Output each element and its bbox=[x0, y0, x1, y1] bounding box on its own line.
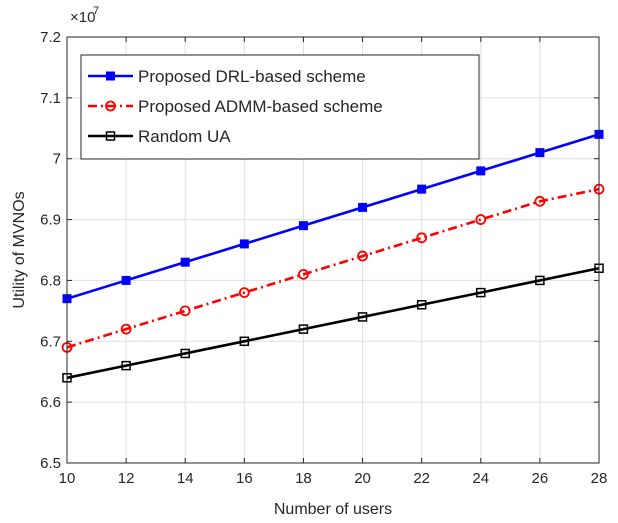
x-tick-label: 18 bbox=[295, 470, 312, 487]
y-tick-label: 6.6 bbox=[40, 394, 61, 411]
y-tick-label: 7.1 bbox=[40, 90, 61, 107]
x-tick-label: 12 bbox=[118, 470, 135, 487]
y-tick-label: 7 bbox=[53, 151, 61, 168]
x-tick-label: 28 bbox=[591, 470, 608, 487]
x-axis-label: Number of users bbox=[274, 501, 392, 518]
data-point bbox=[476, 166, 486, 176]
data-point bbox=[238, 287, 250, 299]
legend-label: Proposed ADMM-based scheme bbox=[138, 97, 383, 116]
legend-items: Proposed DRL-based scheme Proposed ADMM-b… bbox=[88, 67, 383, 146]
series-line bbox=[66, 133, 600, 300]
series-line bbox=[66, 266, 600, 380]
x-tick-label: 14 bbox=[177, 470, 194, 487]
legend-item-3: Random UA bbox=[88, 127, 231, 146]
x-tick-label: 20 bbox=[354, 470, 371, 487]
x-tick-label: 16 bbox=[236, 470, 253, 487]
data-point bbox=[239, 239, 249, 249]
y-multiplier-base: ×10 bbox=[70, 9, 95, 26]
y-tick-label: 6.8 bbox=[40, 272, 61, 289]
legend: Proposed DRL-based scheme Proposed ADMM-b… bbox=[80, 54, 480, 160]
y-multiplier-exponent: 7 bbox=[93, 5, 99, 17]
legend-item-2: Proposed ADMM-based scheme bbox=[88, 97, 383, 116]
x-tick-label: 24 bbox=[472, 470, 489, 487]
x-tick-label: 10 bbox=[59, 470, 76, 487]
data-point bbox=[298, 221, 308, 231]
axes-box bbox=[66, 36, 600, 464]
data-point bbox=[535, 275, 545, 286]
series-3 bbox=[62, 263, 604, 383]
legend-item-1: Proposed DRL-based scheme bbox=[88, 67, 366, 86]
series-layer bbox=[61, 129, 605, 383]
legend-marker bbox=[106, 71, 115, 81]
y-tick-label: 6.5 bbox=[40, 455, 61, 472]
data-point bbox=[179, 305, 191, 317]
legend-label: Random UA bbox=[138, 127, 231, 146]
data-point bbox=[535, 148, 545, 158]
series-line bbox=[66, 187, 600, 349]
y-tick-label: 7.2 bbox=[40, 29, 61, 46]
legend-marker bbox=[105, 131, 116, 141]
legend-marker bbox=[105, 100, 116, 112]
y-tick-label: 6.9 bbox=[40, 212, 61, 229]
data-point bbox=[475, 214, 487, 225]
legend-label: Proposed DRL-based scheme bbox=[138, 67, 366, 86]
data-point bbox=[476, 287, 486, 298]
data-point bbox=[120, 323, 132, 335]
data-point bbox=[298, 268, 309, 280]
data-point bbox=[534, 195, 546, 207]
data-point bbox=[180, 257, 190, 267]
data-point bbox=[298, 324, 309, 334]
y-axis-label: Utility of MVNOs bbox=[11, 191, 28, 308]
data-point bbox=[358, 202, 368, 212]
data-point bbox=[121, 360, 131, 371]
data-point bbox=[180, 348, 190, 359]
data-point bbox=[357, 312, 368, 322]
data-point bbox=[417, 184, 427, 194]
x-tick-label: 22 bbox=[413, 470, 430, 487]
tick-labels: 10 12 14 16 18 20 22 24 26 28 6.5 6.6 6.7 6.8 6.9 7 7.1 7… bbox=[40, 29, 607, 487]
y-tick-label: 6.7 bbox=[40, 333, 61, 350]
legend-box bbox=[80, 54, 480, 160]
data-point bbox=[416, 300, 427, 310]
data-point bbox=[121, 275, 131, 285]
series-2 bbox=[61, 183, 605, 353]
tick-marks bbox=[66, 36, 600, 464]
x-tick-label: 26 bbox=[532, 470, 549, 487]
data-point bbox=[357, 250, 368, 262]
data-point bbox=[416, 232, 428, 244]
data-point bbox=[239, 336, 250, 347]
